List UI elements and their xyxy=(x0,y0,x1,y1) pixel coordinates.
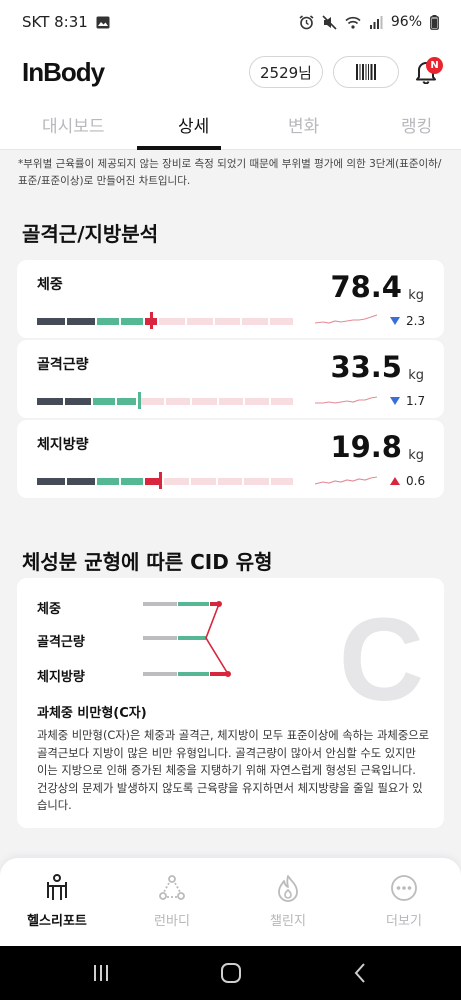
change-indicator: 1.7 xyxy=(390,394,425,408)
nav-challenge[interactable]: 챌린지 xyxy=(243,874,333,929)
level-bar xyxy=(37,478,294,485)
notification-badge: N xyxy=(426,57,443,74)
tab-detail[interactable]: 상세 xyxy=(178,117,210,137)
notification-button[interactable]: N xyxy=(409,55,443,89)
nav-runbody[interactable]: 런바디 xyxy=(127,874,217,929)
metric-unit: kg xyxy=(408,368,424,383)
inbody-logo: InBody xyxy=(22,56,105,87)
tab-ranking[interactable]: 랭킹 xyxy=(401,117,433,137)
battery-percent: 96% xyxy=(390,14,422,30)
change-indicator: 2.3 xyxy=(390,314,425,328)
home-icon[interactable] xyxy=(218,960,244,986)
analysis-title: 골격근/지방분석 xyxy=(22,222,159,246)
tab-dashboard[interactable]: 대시보드 xyxy=(42,117,105,137)
gallery-icon xyxy=(96,16,110,28)
metric-unit: kg xyxy=(408,288,424,303)
recent-apps-icon[interactable] xyxy=(88,960,114,986)
nav-more[interactable]: 더보기 xyxy=(359,874,449,929)
level-bar xyxy=(37,398,293,405)
mute-icon xyxy=(322,14,337,30)
bottom-nav: 헬스리포트 런바디 챌린지 더보기 xyxy=(0,858,461,946)
metric-value: 78.4 xyxy=(330,270,402,304)
metric-value: 33.5 xyxy=(330,350,402,384)
cid-title: 체성분 균형에 따른 CID 유형 xyxy=(22,550,273,574)
trend-sparkline xyxy=(315,476,377,485)
cid-shape-chart xyxy=(143,601,231,677)
level-marker xyxy=(159,472,162,489)
alarm-icon xyxy=(299,14,314,29)
down-arrow-icon xyxy=(390,317,400,325)
healthreport-icon xyxy=(47,874,67,900)
user-button[interactable]: 2529님 xyxy=(249,56,323,88)
metric-unit: kg xyxy=(408,448,424,463)
runbody-icon xyxy=(159,875,185,900)
app-header: InBody 2529님 N xyxy=(0,44,461,100)
metric-label: 골격근량 xyxy=(37,357,89,373)
status-bar: SKT 8:31 96% xyxy=(0,0,461,44)
barcode-button[interactable] xyxy=(333,56,399,88)
cid-label-weight: 체중 xyxy=(37,602,61,617)
cid-type-letter: C xyxy=(338,594,424,726)
wifi-icon xyxy=(345,16,361,29)
signal-icon xyxy=(369,15,383,29)
battery-icon xyxy=(430,14,439,30)
chart-note: *부위별 근육률이 제공되지 않는 장비로 측정 되었기 때문에 부위별 평가에… xyxy=(18,158,442,187)
flame-icon xyxy=(278,875,298,902)
metric-card-weight[interactable]: 체중 78.4 kg 2.3 xyxy=(17,260,444,338)
cid-label-muscle: 골격근량 xyxy=(37,635,85,650)
tab-change[interactable]: 변화 xyxy=(288,117,320,137)
down-arrow-icon xyxy=(390,397,400,405)
active-tab-indicator xyxy=(137,146,221,150)
tab-bar: 대시보드 상세 변화 랭킹 xyxy=(0,100,461,150)
level-marker xyxy=(138,392,141,409)
metric-card-muscle[interactable]: 골격근량 33.5 kg 1.7 xyxy=(17,340,444,418)
metric-label: 체중 xyxy=(37,277,63,293)
status-time: SKT 8:31 xyxy=(22,13,88,31)
up-arrow-icon xyxy=(390,477,400,485)
cid-label-fat: 체지방량 xyxy=(37,670,85,685)
metric-card-fat[interactable]: 체지방량 19.8 kg 0.6 xyxy=(17,420,444,498)
more-icon xyxy=(391,875,417,901)
metric-value: 19.8 xyxy=(330,430,402,464)
trend-sparkline xyxy=(315,396,377,404)
barcode-icon xyxy=(356,64,376,80)
system-nav-bar xyxy=(0,946,461,1000)
level-marker xyxy=(150,312,153,329)
metric-label: 체지방량 xyxy=(37,437,89,453)
change-indicator: 0.6 xyxy=(390,474,425,488)
cid-card: C 체중 골격근량 체지방량 과체중 비만형(C자) 과체중 비만형(C자)은 … xyxy=(17,578,444,828)
cid-description: 과체중 비만형(C자)은 체중과 골격근, 체지방이 모두 표준이상에 속하는 … xyxy=(37,729,429,812)
level-bar xyxy=(37,318,293,325)
nav-health-report[interactable]: 헬스리포트 xyxy=(12,874,102,929)
cid-type-title: 과체중 비만형(C자) xyxy=(37,706,147,721)
back-icon[interactable] xyxy=(348,960,374,986)
trend-sparkline xyxy=(315,314,377,324)
